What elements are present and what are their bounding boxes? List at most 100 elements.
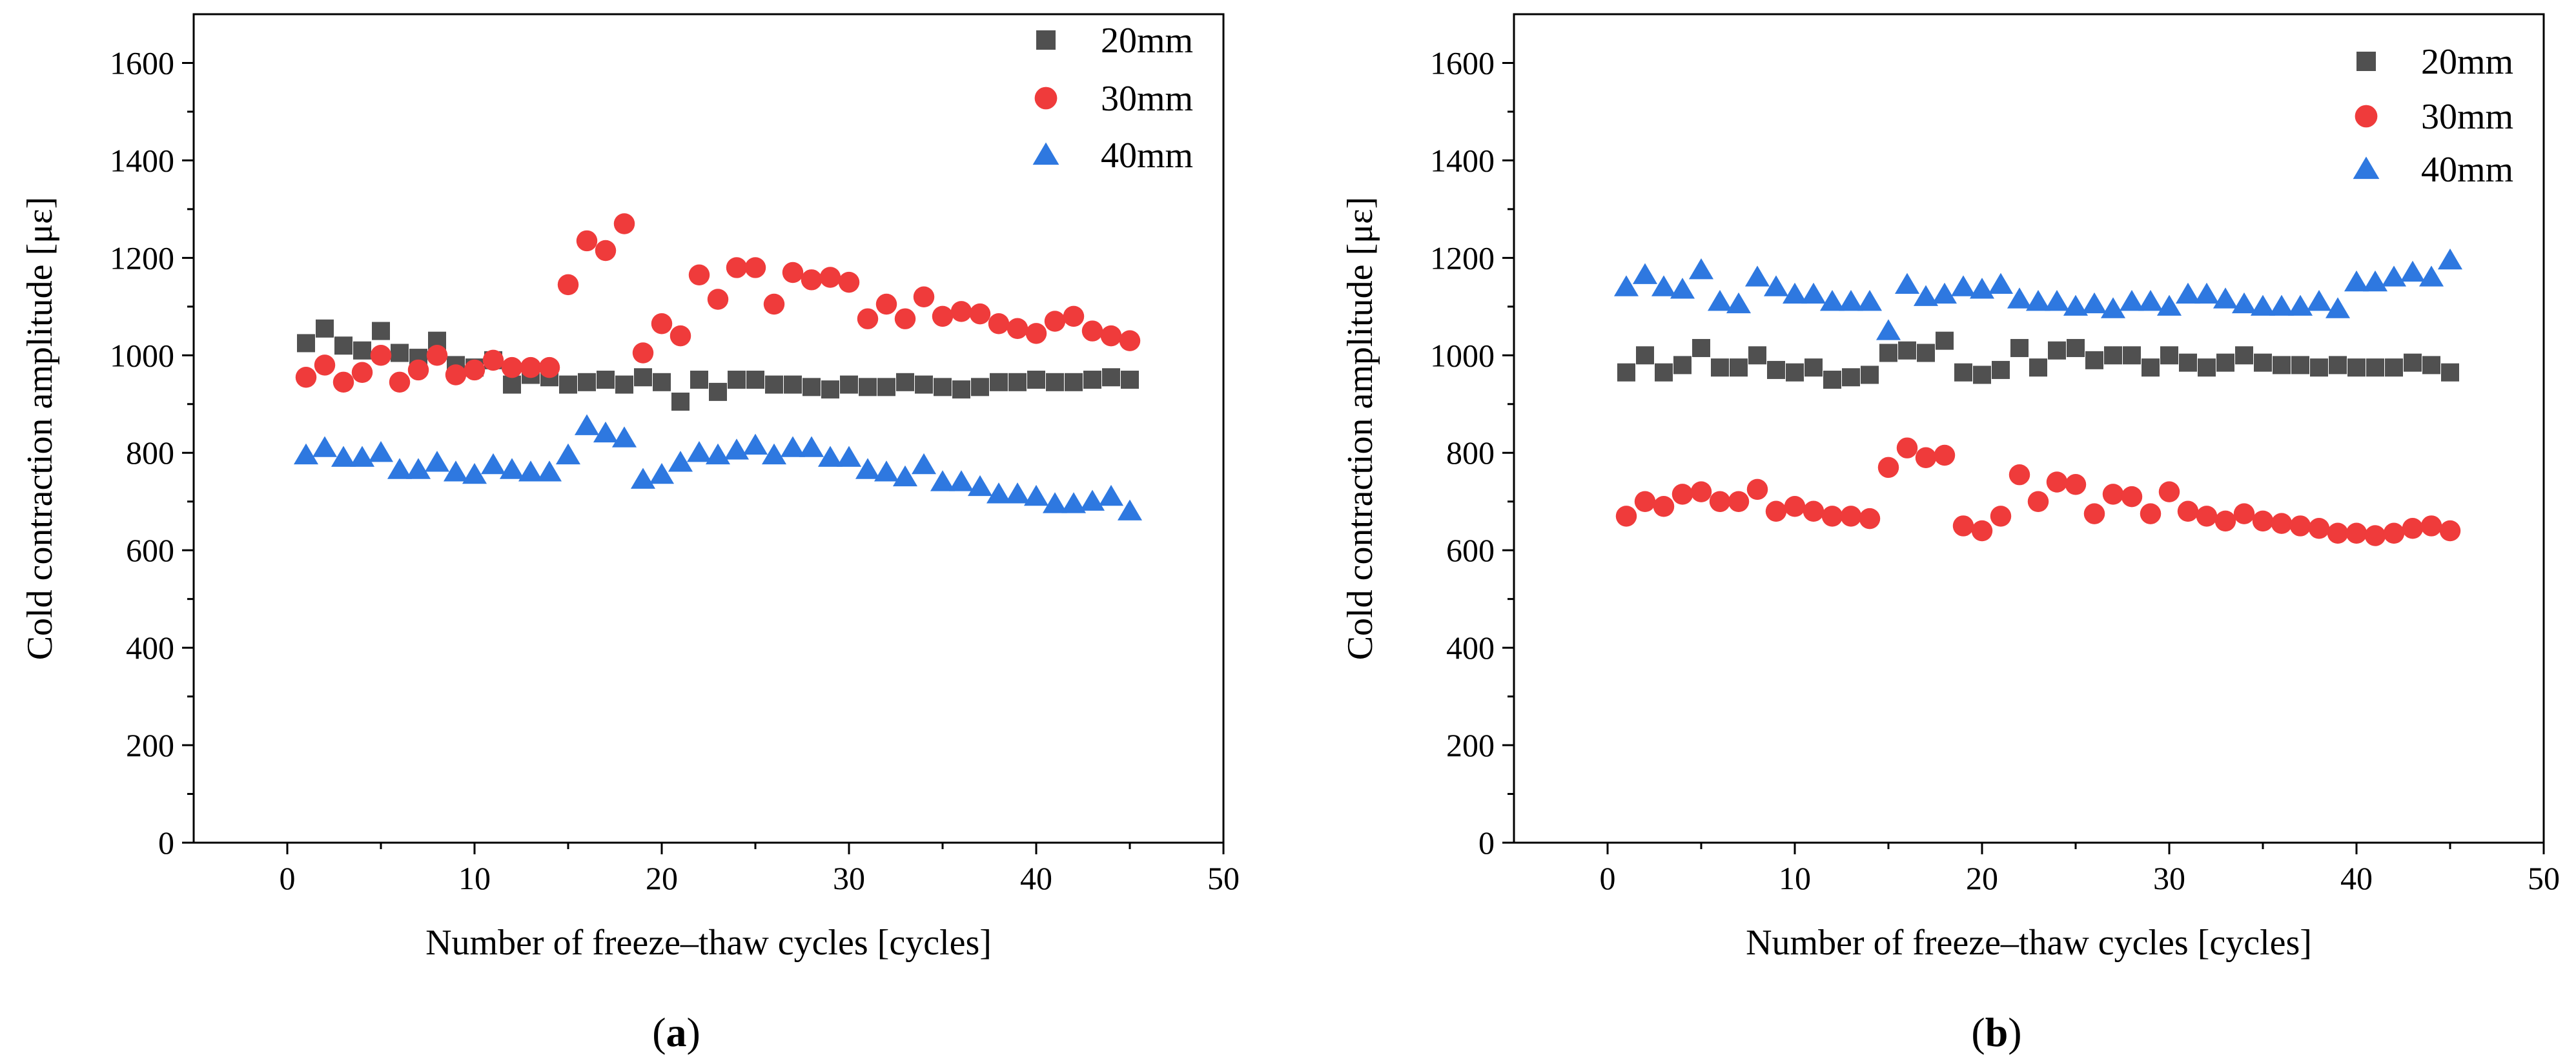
x-tick-label: 40	[1020, 860, 1052, 896]
point-20mm	[971, 378, 989, 396]
point-30mm	[2252, 510, 2274, 532]
point-30mm	[407, 359, 429, 381]
point-30mm	[1821, 506, 1843, 527]
y-tick-label: 1600	[1430, 45, 1495, 81]
point-40mm	[855, 458, 881, 479]
point-30mm	[501, 356, 523, 378]
point-40mm	[499, 458, 525, 479]
point-40mm	[1613, 275, 1639, 296]
point-40mm	[2138, 290, 2163, 311]
point-40mm	[1932, 282, 1958, 304]
point-20mm	[746, 371, 764, 389]
point-40mm	[574, 414, 600, 435]
point-30mm	[1709, 491, 1731, 512]
point-20mm	[634, 368, 652, 387]
point-30mm	[1915, 447, 1937, 469]
point-40mm	[2400, 260, 2426, 282]
x-tick-label: 10	[1779, 860, 1811, 896]
point-20mm	[1102, 368, 1120, 387]
point-30mm	[950, 301, 972, 322]
point-40mm	[911, 453, 937, 475]
x-tick-label: 0	[280, 860, 296, 896]
point-30mm	[2439, 520, 2461, 542]
y-tick-label: 800	[1446, 435, 1495, 471]
point-20mm	[821, 380, 839, 399]
point-30mm	[370, 345, 392, 366]
point-20mm	[1861, 365, 1879, 384]
point-20mm	[728, 371, 746, 389]
point-20mm	[934, 378, 952, 396]
point-20mm	[2329, 356, 2347, 375]
point-20mm	[802, 378, 821, 396]
point-30mm	[332, 371, 354, 393]
point-20mm	[709, 382, 727, 401]
point-20mm	[334, 336, 353, 355]
point-30mm	[1044, 311, 1066, 332]
y-tick-label: 0	[158, 825, 174, 861]
point-30mm	[2289, 515, 2311, 537]
point-40mm	[799, 436, 824, 457]
point-30mm	[2009, 464, 2030, 486]
point-20mm	[597, 371, 615, 389]
point-20mm	[2404, 353, 2422, 372]
series-40mm	[1613, 248, 2463, 340]
point-30mm	[2420, 515, 2442, 537]
point-20mm	[952, 380, 970, 399]
point-20mm	[2048, 341, 2066, 360]
point-40mm	[1726, 292, 1752, 314]
point-20mm	[1617, 363, 1635, 382]
legend-marker-40mm	[2353, 156, 2380, 180]
point-30mm	[744, 257, 766, 278]
point-20mm	[503, 375, 521, 394]
point-20mm	[2291, 356, 2309, 375]
point-20mm	[2010, 338, 2029, 357]
point-40mm	[2325, 297, 2351, 318]
y-tick-label: 1200	[1430, 240, 1495, 276]
point-30mm	[1025, 323, 1047, 344]
point-40mm	[1950, 275, 1976, 296]
point-20mm	[915, 375, 933, 394]
point-30mm	[2233, 503, 2255, 524]
panel-label: (a)	[652, 1009, 700, 1055]
series-20mm	[1617, 331, 2459, 389]
point-20mm	[1879, 344, 1897, 362]
point-30mm	[1859, 508, 1881, 530]
point-40mm	[312, 436, 338, 457]
point-40mm	[331, 446, 356, 467]
point-30mm	[894, 308, 916, 329]
point-20mm	[2160, 346, 2178, 365]
point-40mm	[2362, 270, 2388, 292]
point-40mm	[1819, 290, 1845, 311]
point-30mm	[932, 305, 954, 327]
point-40mm	[2418, 265, 2444, 287]
point-30mm	[576, 230, 598, 252]
plot-frame	[1513, 13, 2545, 844]
x-axis-title: Number of freeze–thaw cycles [cycles]	[1746, 923, 2312, 963]
point-40mm	[1782, 282, 1808, 304]
point-40mm	[948, 470, 974, 491]
point-30mm	[2140, 503, 2162, 524]
series-30mm	[1615, 437, 2461, 546]
point-40mm	[2250, 294, 2276, 316]
point-40mm	[1801, 282, 1826, 304]
point-20mm	[877, 378, 895, 396]
point-30mm	[295, 367, 317, 388]
point-20mm	[1655, 363, 1673, 382]
series-20mm	[297, 319, 1139, 411]
legend-label-30mm: 30mm	[1101, 79, 1193, 119]
point-30mm	[1840, 506, 1862, 527]
legend-marker-20mm	[1036, 30, 1056, 50]
y-tick-label: 1200	[110, 240, 174, 276]
point-30mm	[875, 293, 897, 315]
series-40mm	[293, 414, 1143, 520]
point-40mm	[2100, 297, 2126, 318]
point-40mm	[611, 426, 637, 447]
point-30mm	[1934, 444, 1956, 466]
point-40mm	[349, 446, 375, 467]
x-tick-label: 0	[1600, 860, 1616, 896]
point-40mm	[2119, 290, 2145, 311]
point-30mm	[2327, 522, 2349, 544]
point-40mm	[630, 468, 656, 489]
point-30mm	[1952, 515, 1974, 537]
point-30mm	[1971, 520, 1993, 542]
